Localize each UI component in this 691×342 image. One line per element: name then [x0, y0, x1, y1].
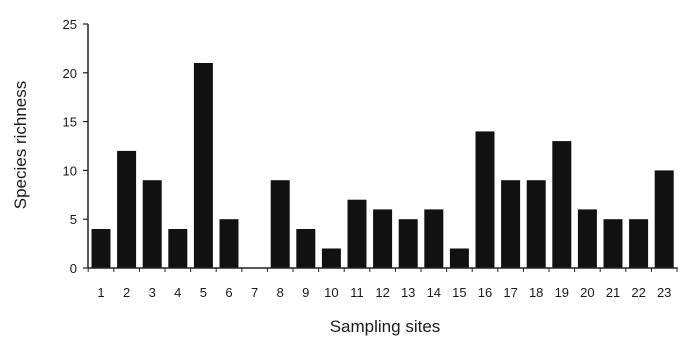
x-tick-label-site-5: 5	[200, 285, 207, 300]
x-tick-label-site-11: 11	[350, 285, 364, 300]
x-tick-label-site-2: 2	[123, 285, 130, 300]
x-ticks-group: 1 2 3 4 5 6 7 8 9 10 11 12 13 14 15 16 17 18 19 20 21 22 23	[87, 268, 678, 300]
y-tick-label: 10	[63, 163, 77, 178]
y-axis-title: Species richness	[11, 81, 30, 210]
bar-site-9	[296, 229, 316, 268]
bar-site-13	[398, 219, 418, 268]
x-tick-label-site-19: 19	[555, 285, 569, 300]
x-tick-label-site-13: 13	[401, 285, 415, 300]
bar-site-16	[475, 131, 495, 268]
x-tick-label-site-3: 3	[149, 285, 156, 300]
bar-site-19	[552, 141, 572, 268]
y-ticks-group: 0 5 10 15 20 25	[63, 17, 88, 276]
x-tick-label-site-8: 8	[277, 285, 284, 300]
x-axis-title: Sampling sites	[330, 317, 441, 336]
bar-site-2	[117, 150, 137, 268]
x-tick-label-site-22: 22	[631, 285, 645, 300]
bar-site-10	[321, 248, 341, 268]
x-tick-label-site-1: 1	[97, 285, 104, 300]
bar-site-3	[142, 180, 162, 268]
bar-site-17	[501, 180, 521, 268]
x-tick-label-site-17: 17	[503, 285, 517, 300]
x-tick-label-site-20: 20	[580, 285, 594, 300]
bar-site-12	[373, 209, 393, 268]
x-tick-label-site-4: 4	[174, 285, 181, 300]
x-tick-label-site-6: 6	[225, 285, 232, 300]
bar-site-8	[270, 180, 290, 268]
x-tick-label-site-14: 14	[427, 285, 441, 300]
x-tick-label-site-23: 23	[657, 285, 671, 300]
x-tick-label-site-21: 21	[606, 285, 620, 300]
y-tick-label: 0	[70, 261, 77, 276]
bar-site-22	[629, 219, 649, 268]
x-tick-label-site-10: 10	[324, 285, 338, 300]
axes-group	[87, 24, 678, 269]
y-tick-label: 5	[70, 212, 77, 227]
x-tick-label-site-9: 9	[302, 285, 309, 300]
bars-group	[91, 63, 674, 268]
x-tick-label-site-7: 7	[251, 285, 258, 300]
x-tick-label-site-15: 15	[452, 285, 466, 300]
y-tick-label: 20	[63, 66, 77, 81]
bar-site-15	[449, 248, 469, 268]
x-tick-label-site-16: 16	[478, 285, 492, 300]
bar-site-23	[654, 170, 674, 268]
bar-site-5	[193, 63, 213, 268]
bar-site-11	[347, 199, 367, 268]
x-tick-label-site-18: 18	[529, 285, 543, 300]
bar-site-6	[219, 219, 239, 268]
bar-site-4	[168, 229, 188, 268]
y-tick-label: 15	[63, 115, 77, 130]
y-tick-label: 25	[63, 17, 77, 32]
x-tick-label-site-12: 12	[375, 285, 389, 300]
bar-site-18	[526, 180, 546, 268]
bar-site-21	[603, 219, 623, 268]
bar-site-14	[424, 209, 444, 268]
bar-site-20	[577, 209, 597, 268]
bar-site-1	[91, 229, 111, 268]
